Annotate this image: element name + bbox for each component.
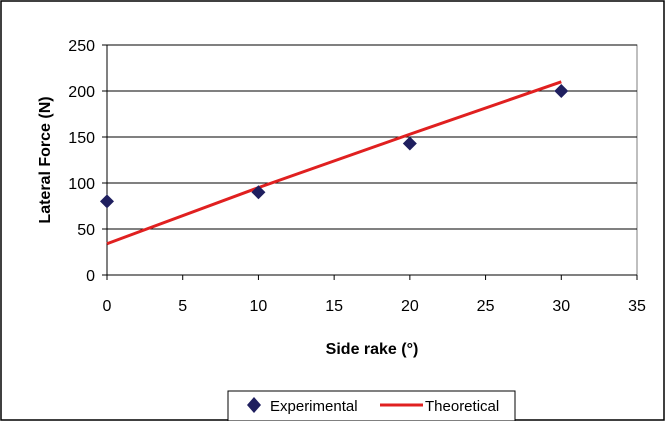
x-tick-label: 25 — [477, 298, 495, 315]
y-tick-label: 150 — [68, 130, 95, 147]
legend-experimental-label: Experimental — [270, 398, 358, 415]
legend-box — [227, 390, 516, 422]
legend-theoretical-label: Theoretical — [425, 398, 499, 415]
gridlines — [107, 44, 637, 230]
x-tick-label: 35 — [628, 298, 646, 315]
y-tick-label: 250 — [68, 38, 95, 55]
x-tick-label: 0 — [103, 298, 112, 315]
data-point-experimental — [100, 194, 114, 209]
legend: Experimental Theoretical — [227, 390, 516, 422]
data-point-experimental — [554, 84, 569, 98]
series-layer — [100, 80, 569, 246]
y-tick-label: 100 — [68, 176, 95, 193]
x-axis-ticks: 0 5 10 15 20 25 30 35 — [103, 275, 646, 315]
legend-experimental-marker — [247, 397, 261, 413]
x-tick-label: 10 — [250, 298, 268, 315]
data-point-experimental — [402, 136, 417, 151]
y-axis-title: Lateral Force (N) — [37, 96, 54, 223]
x-tick-label: 5 — [178, 298, 187, 315]
x-tick-label: 30 — [552, 298, 570, 315]
data-point-experimental — [251, 185, 266, 200]
plot-area — [106, 44, 638, 276]
x-axis-title: Side rake (°) — [326, 341, 419, 358]
y-axis-ticks: 0 50 100 150 200 250 — [68, 38, 107, 285]
y-tick-label: 50 — [77, 222, 95, 239]
axes — [106, 45, 637, 276]
y-tick-label: 200 — [68, 84, 95, 101]
y-tick-label: 0 — [86, 268, 95, 285]
series-line-theoretical — [106, 80, 562, 246]
x-tick-label: 15 — [325, 298, 343, 315]
x-tick-label: 20 — [401, 298, 419, 315]
